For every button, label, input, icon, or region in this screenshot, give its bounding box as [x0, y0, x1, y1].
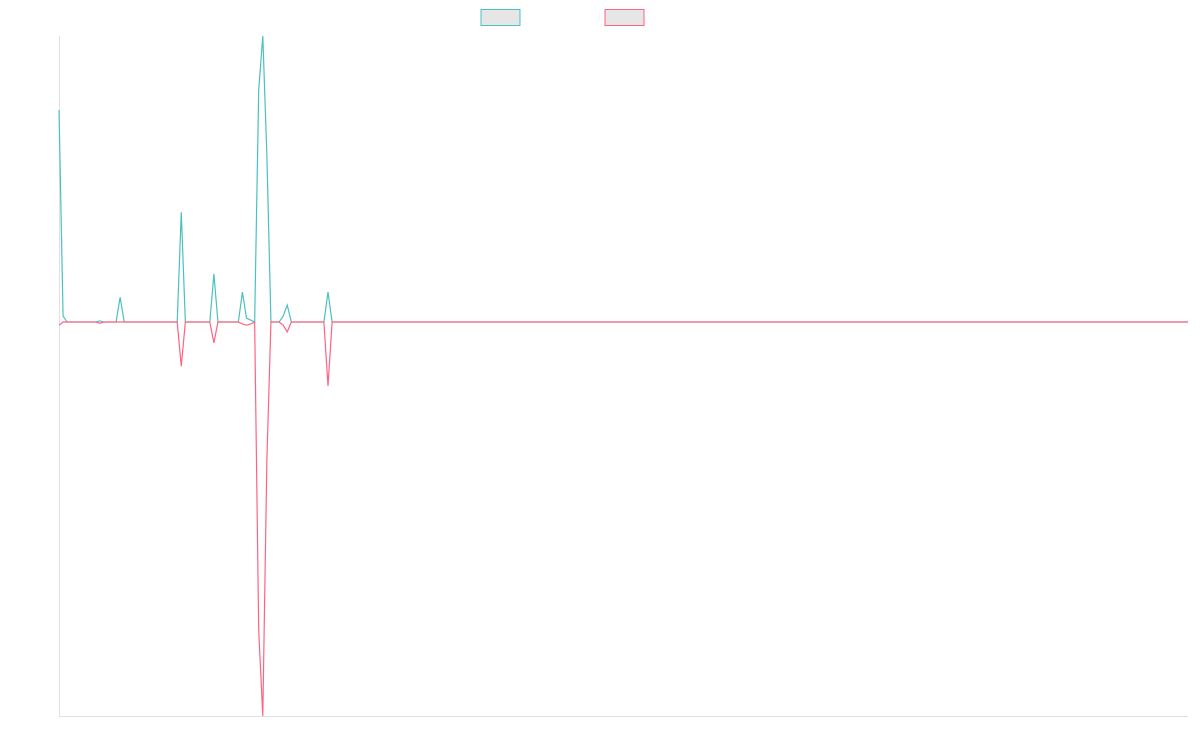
series-line: [58, 35, 1188, 323]
legend-swatch: [604, 9, 645, 26]
legend-swatch: [480, 9, 521, 26]
series-line: [58, 321, 1188, 717]
